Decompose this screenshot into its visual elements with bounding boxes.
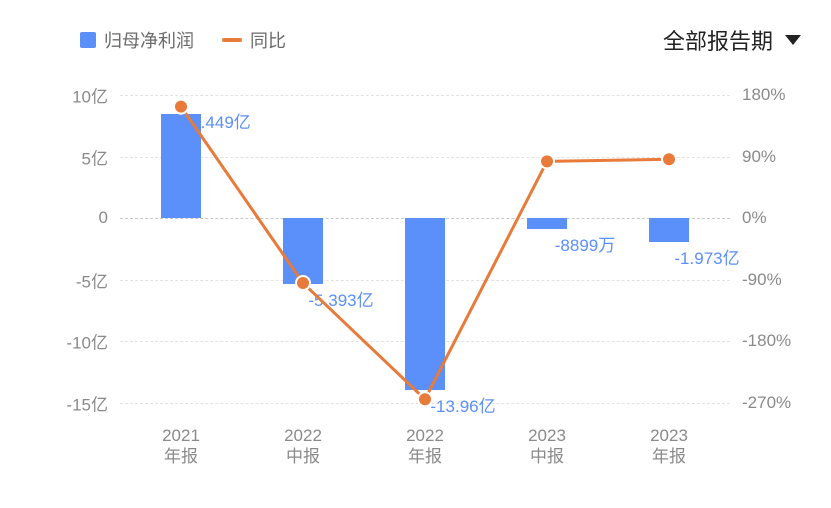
y-left-tick-label: 10亿 [72,83,108,108]
bar-data-label: -5.393亿 [308,286,373,311]
y-right-tick-label: 180% [742,85,785,105]
legend-label-bar: 归母净利润 [104,27,194,53]
gridline [120,95,730,96]
legend-swatch-bar [80,32,96,48]
bar-data-label: -8899万 [555,231,615,256]
x-tick-label: 2022中报 [284,425,322,468]
y-right-tick-label: -270% [742,393,791,413]
chart-container: 归母净利润 同比 全部报告期 10亿5亿0-5亿-10亿-15亿180%90%0… [0,0,831,508]
bar-data-label: 8.449亿 [191,108,251,133]
gridline [120,403,730,404]
y-right-tick-label: -90% [742,270,782,290]
bar [283,218,323,284]
legend-label-line: 同比 [250,27,286,53]
gridline [120,157,730,158]
bar [649,218,689,242]
line-marker [174,100,188,114]
y-right-tick-label: 0% [742,208,767,228]
x-tick-label: 2022年报 [406,425,444,468]
legend: 归母净利润 同比 [80,27,286,53]
chevron-down-icon [785,35,801,45]
y-right-tick-label: -180% [742,331,791,351]
period-selector-label: 全部报告期 [663,24,773,56]
y-left-tick-label: 0 [99,208,108,228]
y-right-tick-label: 90% [742,147,776,167]
bar [405,218,445,390]
y-left-tick-label: -15亿 [66,390,108,415]
chart-header: 归母净利润 同比 全部报告期 [0,20,801,60]
y-left-tick-label: -5亿 [76,267,108,292]
x-tick-label: 2021年报 [162,425,200,468]
bar-data-label: -1.973亿 [674,244,739,269]
legend-swatch-line [222,38,242,42]
legend-item-line: 同比 [222,27,286,53]
bar [527,218,567,229]
bar-data-label: -13.96亿 [430,392,495,417]
y-left-tick-label: 5亿 [82,144,108,169]
plot-area: 10亿5亿0-5亿-10亿-15亿180%90%0%-90%-180%-270%… [120,95,730,415]
y-left-tick-label: -10亿 [66,329,108,354]
line-marker [662,152,676,166]
period-selector[interactable]: 全部报告期 [663,24,801,56]
x-tick-label: 2023中报 [528,425,566,468]
legend-item-bar: 归母净利润 [80,27,194,53]
x-tick-label: 2023年报 [650,425,688,468]
